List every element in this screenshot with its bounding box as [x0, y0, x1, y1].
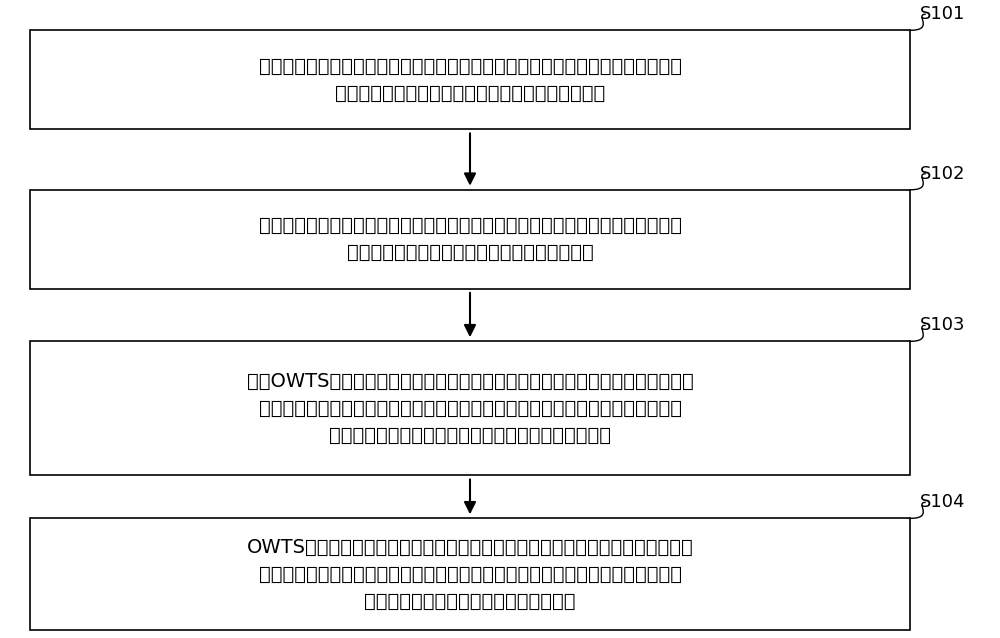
Bar: [30, 341, 910, 475]
Text: OWTS系统采用脉冲反射法进行局部放电定位，通过对电缆线路局部放电量大小及
产生部位检测数据与电缆路径及中间接头位置实际敏设情况进行比对，确定电缆线
路的健康水: OWTS系统采用脉冲反射法进行局部放电定位，通过对电缆线路局部放电量大小及 产生…: [247, 537, 693, 611]
Text: S104: S104: [920, 493, 965, 512]
Bar: [30, 518, 910, 630]
Text: 采用OWTS振荡波局部放电诊断系统产生检测所需的高压，并通过专用的测试电缆
将振荡波电压施加于被试电缆上，通过分压器组成的局部放电耦合单元和滤波器进
行数据采集: 采用OWTS振荡波局部放电诊断系统产生检测所需的高压，并通过专用的测试电缆 将振…: [247, 371, 693, 445]
Text: S102: S102: [920, 165, 965, 183]
Text: S101: S101: [920, 5, 965, 24]
Text: S103: S103: [920, 316, 965, 334]
Text: 将该段电缆线路与两端的电气设备断开，并做好相关安全措施，确保与邻近电气设
备的安全距离，同时设专人监护，防止人身触电: 将该段电缆线路与两端的电气设备断开，并做好相关安全措施，确保与邻近电气设 备的安…: [258, 216, 682, 262]
Bar: [30, 30, 910, 129]
Bar: [30, 190, 910, 288]
Text: 根据运行情况，确定需要进行绣缘性能评估的电力电缆，并结合与其相联接电气设
备的检修计划，适时安排该段电缆线路进行停电检测: 根据运行情况，确定需要进行绣缘性能评估的电力电缆，并结合与其相联接电气设 备的检…: [258, 57, 682, 103]
